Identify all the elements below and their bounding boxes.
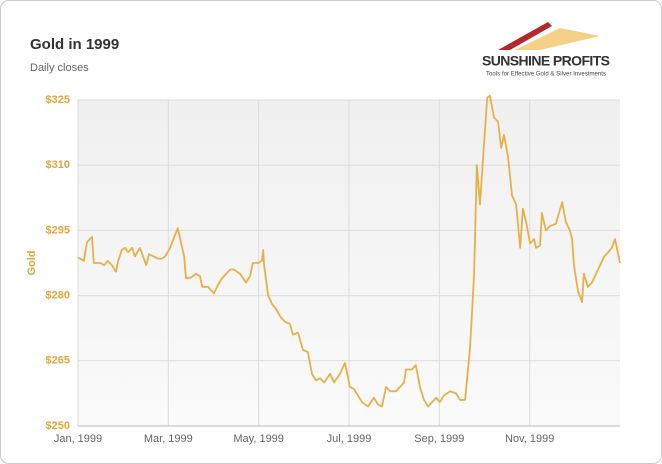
- y-tick-label: $250: [46, 420, 70, 432]
- x-tick-label: Nov, 1999: [505, 433, 554, 445]
- x-tick-label: Jul, 1999: [327, 433, 372, 445]
- logo-swoosh: [515, 28, 600, 50]
- y-tick-label: $280: [46, 290, 70, 302]
- chart-subtitle: Daily closes: [30, 62, 89, 74]
- y-axis-label: Gold: [26, 250, 38, 275]
- logo-swoosh: [498, 22, 552, 50]
- y-tick-label: $310: [46, 159, 70, 171]
- chart-title: Gold in 1999: [30, 36, 119, 53]
- x-tick-label: Sep, 1999: [414, 433, 464, 445]
- x-tick-label: Mar, 1999: [144, 433, 193, 445]
- logo: SUNSHINE PROFITS Tools for Effective Gol…: [482, 22, 610, 78]
- x-tick-label: May, 1999: [233, 433, 284, 445]
- y-tick-label: $295: [46, 224, 70, 236]
- y-tick-label: $325: [46, 94, 70, 106]
- y-tick-label: $265: [46, 355, 70, 367]
- price-line: [77, 94, 621, 408]
- x-tick-label: Jan, 1999: [54, 433, 102, 445]
- logo-tagline: Tools for Effective Gold & Silver Invest…: [486, 72, 606, 78]
- logo-name: SUNSHINE PROFITS: [482, 53, 610, 69]
